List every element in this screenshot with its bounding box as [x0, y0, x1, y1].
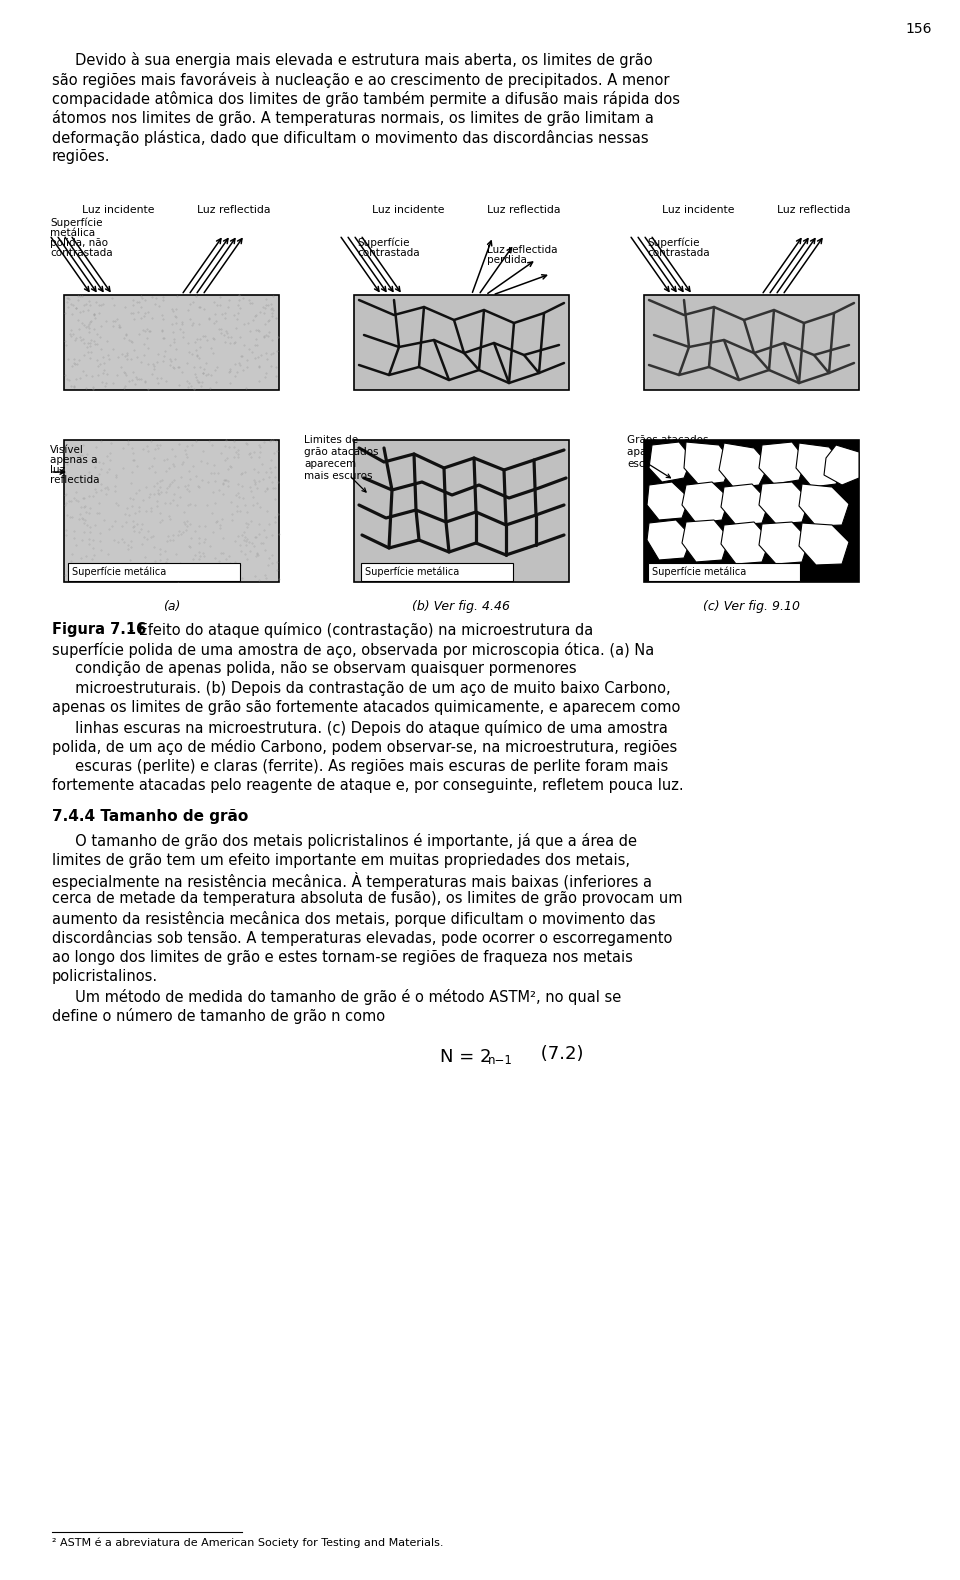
- Text: polida, não: polida, não: [50, 239, 108, 248]
- Polygon shape: [759, 442, 806, 483]
- Text: condição de apenas polida, não se observam quaisquer pormenores: condição de apenas polida, não se observ…: [52, 660, 577, 676]
- Text: (c) Ver fig. 9.10: (c) Ver fig. 9.10: [703, 600, 800, 613]
- Polygon shape: [721, 483, 769, 525]
- Text: microestruturais. (b) Depois da contrastação de um aço de muito baixo Carbono,: microestruturais. (b) Depois da contrast…: [52, 681, 671, 695]
- FancyBboxPatch shape: [68, 562, 240, 581]
- Text: Grãos atacados: Grãos atacados: [627, 435, 708, 446]
- Text: contrastada: contrastada: [357, 248, 420, 258]
- Text: são regiões mais favoráveis à nucleação e ao crescimento de precipitados. A meno: são regiões mais favoráveis à nucleação …: [52, 71, 669, 87]
- FancyBboxPatch shape: [361, 562, 513, 581]
- Text: polida, de um aço de médio Carbono, podem observar-se, na microestrutura, regiõe: polida, de um aço de médio Carbono, pode…: [52, 739, 677, 755]
- Text: reflectida: reflectida: [50, 476, 100, 485]
- Text: deformação plástica, dado que dificultam o movimento das discordâncias nessas: deformação plástica, dado que dificultam…: [52, 130, 649, 145]
- Polygon shape: [799, 483, 849, 526]
- Text: define o número de tamanho de grão n como: define o número de tamanho de grão n com…: [52, 1008, 385, 1024]
- Text: aumento da resistência mecânica dos metais, porque dificultam o movimento das: aumento da resistência mecânica dos meta…: [52, 912, 656, 927]
- Text: superfície polida de uma amostra de aço, observada por microscopia ótica. (a) Na: superfície polida de uma amostra de aço,…: [52, 641, 655, 657]
- Text: (a): (a): [163, 600, 180, 613]
- Text: especialmente na resistência mecânica. À temperaturas mais baixas (inferiores a: especialmente na resistência mecânica. À…: [52, 872, 652, 890]
- Text: policristalinos.: policristalinos.: [52, 970, 158, 984]
- Polygon shape: [719, 442, 769, 488]
- Polygon shape: [647, 520, 692, 559]
- Text: luz: luz: [50, 465, 65, 476]
- FancyBboxPatch shape: [354, 295, 569, 390]
- Text: aparecem: aparecem: [304, 460, 356, 469]
- Polygon shape: [682, 482, 729, 523]
- Text: N = 2: N = 2: [440, 1048, 492, 1066]
- Text: Luz reflectida: Luz reflectida: [197, 205, 271, 215]
- Text: ² ASTM é a abreviatura de American Society for Testing and Materials.: ² ASTM é a abreviatura de American Socie…: [52, 1537, 444, 1548]
- Text: apenas os limites de grão são fortemente atacados quimicamente, e aparecem como: apenas os limites de grão são fortemente…: [52, 700, 681, 716]
- Text: regiões.: regiões.: [52, 150, 110, 164]
- Text: Luz incidente: Luz incidente: [372, 205, 444, 215]
- FancyBboxPatch shape: [64, 439, 279, 581]
- FancyBboxPatch shape: [354, 439, 569, 581]
- Text: escuras (perlite) e claras (ferrite). As regiões mais escuras de perlite foram m: escuras (perlite) e claras (ferrite). As…: [52, 758, 668, 774]
- Text: 7.4.4 Tamanho de grão: 7.4.4 Tamanho de grão: [52, 809, 249, 825]
- Text: O tamanho de grão dos metais policristalinos é importante, já que a área de: O tamanho de grão dos metais policristal…: [52, 833, 637, 848]
- Text: Superfície: Superfície: [50, 218, 103, 229]
- Polygon shape: [682, 520, 729, 562]
- FancyBboxPatch shape: [64, 295, 279, 390]
- Polygon shape: [799, 523, 849, 566]
- Text: Superfície metálica: Superfície metálica: [72, 567, 166, 577]
- Text: Limites de: Limites de: [304, 435, 358, 446]
- Text: Luz reflectida: Luz reflectida: [487, 245, 558, 254]
- Text: Superfície metálica: Superfície metálica: [365, 567, 459, 577]
- Text: Luz reflectida: Luz reflectida: [777, 205, 851, 215]
- Text: Devido à sua energia mais elevada e estrutura mais aberta, os limites de grão: Devido à sua energia mais elevada e estr…: [52, 52, 653, 68]
- Text: limites de grão tem um efeito importante em muitas propriedades dos metais,: limites de grão tem um efeito importante…: [52, 853, 630, 867]
- Text: aparecem mais: aparecem mais: [627, 447, 708, 457]
- Text: grão atacados: grão atacados: [304, 447, 378, 457]
- Polygon shape: [649, 442, 692, 482]
- Text: ao longo dos limites de grão e estes tornam-se regiões de fraqueza nos metais: ao longo dos limites de grão e estes tor…: [52, 950, 633, 965]
- Text: discordâncias sob tensão. A temperaturas elevadas, pode ocorrer o escorregamento: discordâncias sob tensão. A temperaturas…: [52, 931, 672, 946]
- Text: Superfície metálica: Superfície metálica: [652, 567, 746, 577]
- Polygon shape: [759, 482, 809, 525]
- Text: apenas a: apenas a: [50, 455, 98, 465]
- Text: (7.2): (7.2): [512, 1044, 584, 1063]
- Polygon shape: [721, 521, 770, 564]
- Text: átomos nos limites de grão. A temperaturas normais, os limites de grão limitam a: átomos nos limites de grão. A temperatur…: [52, 111, 654, 126]
- Polygon shape: [684, 442, 732, 485]
- Text: Figura 7.16: Figura 7.16: [52, 623, 146, 637]
- Text: Luz incidente: Luz incidente: [662, 205, 734, 215]
- Text: Luz incidente: Luz incidente: [82, 205, 155, 215]
- FancyBboxPatch shape: [644, 439, 859, 581]
- Text: Luz reflectida: Luz reflectida: [487, 205, 561, 215]
- Text: mais escuros: mais escuros: [304, 471, 372, 480]
- Text: - Efeito do ataque químico (contrastação) na microestrutura da: - Efeito do ataque químico (contrastação…: [124, 623, 593, 638]
- Text: n−1: n−1: [488, 1054, 513, 1067]
- Text: linhas escuras na microestrutura. (c) Depois do ataque químico de uma amostra: linhas escuras na microestrutura. (c) De…: [52, 719, 668, 736]
- Text: (b) Ver fig. 4.46: (b) Ver fig. 4.46: [413, 600, 511, 613]
- Text: perdida: perdida: [487, 254, 527, 265]
- Polygon shape: [796, 442, 844, 487]
- Polygon shape: [647, 482, 689, 520]
- Text: Visível: Visível: [50, 446, 84, 455]
- FancyBboxPatch shape: [648, 562, 800, 581]
- Text: 156: 156: [905, 22, 931, 36]
- Text: contrastada: contrastada: [647, 248, 709, 258]
- FancyBboxPatch shape: [644, 295, 859, 390]
- Text: fortemente atacadas pelo reagente de ataque e, por conseguinte, refletem pouca l: fortemente atacadas pelo reagente de ata…: [52, 777, 684, 793]
- Text: metálica: metálica: [50, 228, 95, 239]
- Polygon shape: [824, 446, 859, 485]
- Text: escuros: escuros: [627, 460, 667, 469]
- Text: contrastada: contrastada: [50, 248, 112, 258]
- Text: compacidade atômica dos limites de grão também permite a difusão mais rápida dos: compacidade atômica dos limites de grão …: [52, 92, 680, 107]
- Text: Superfície: Superfície: [647, 239, 700, 248]
- Text: Superfície: Superfície: [357, 239, 410, 248]
- Polygon shape: [759, 521, 809, 564]
- Text: cerca de metade da temperatura absoluta de fusão), os limites de grão provocam u: cerca de metade da temperatura absoluta …: [52, 891, 683, 907]
- Text: Um método de medida do tamanho de grão é o método ASTM², no qual se: Um método de medida do tamanho de grão é…: [52, 989, 621, 1005]
